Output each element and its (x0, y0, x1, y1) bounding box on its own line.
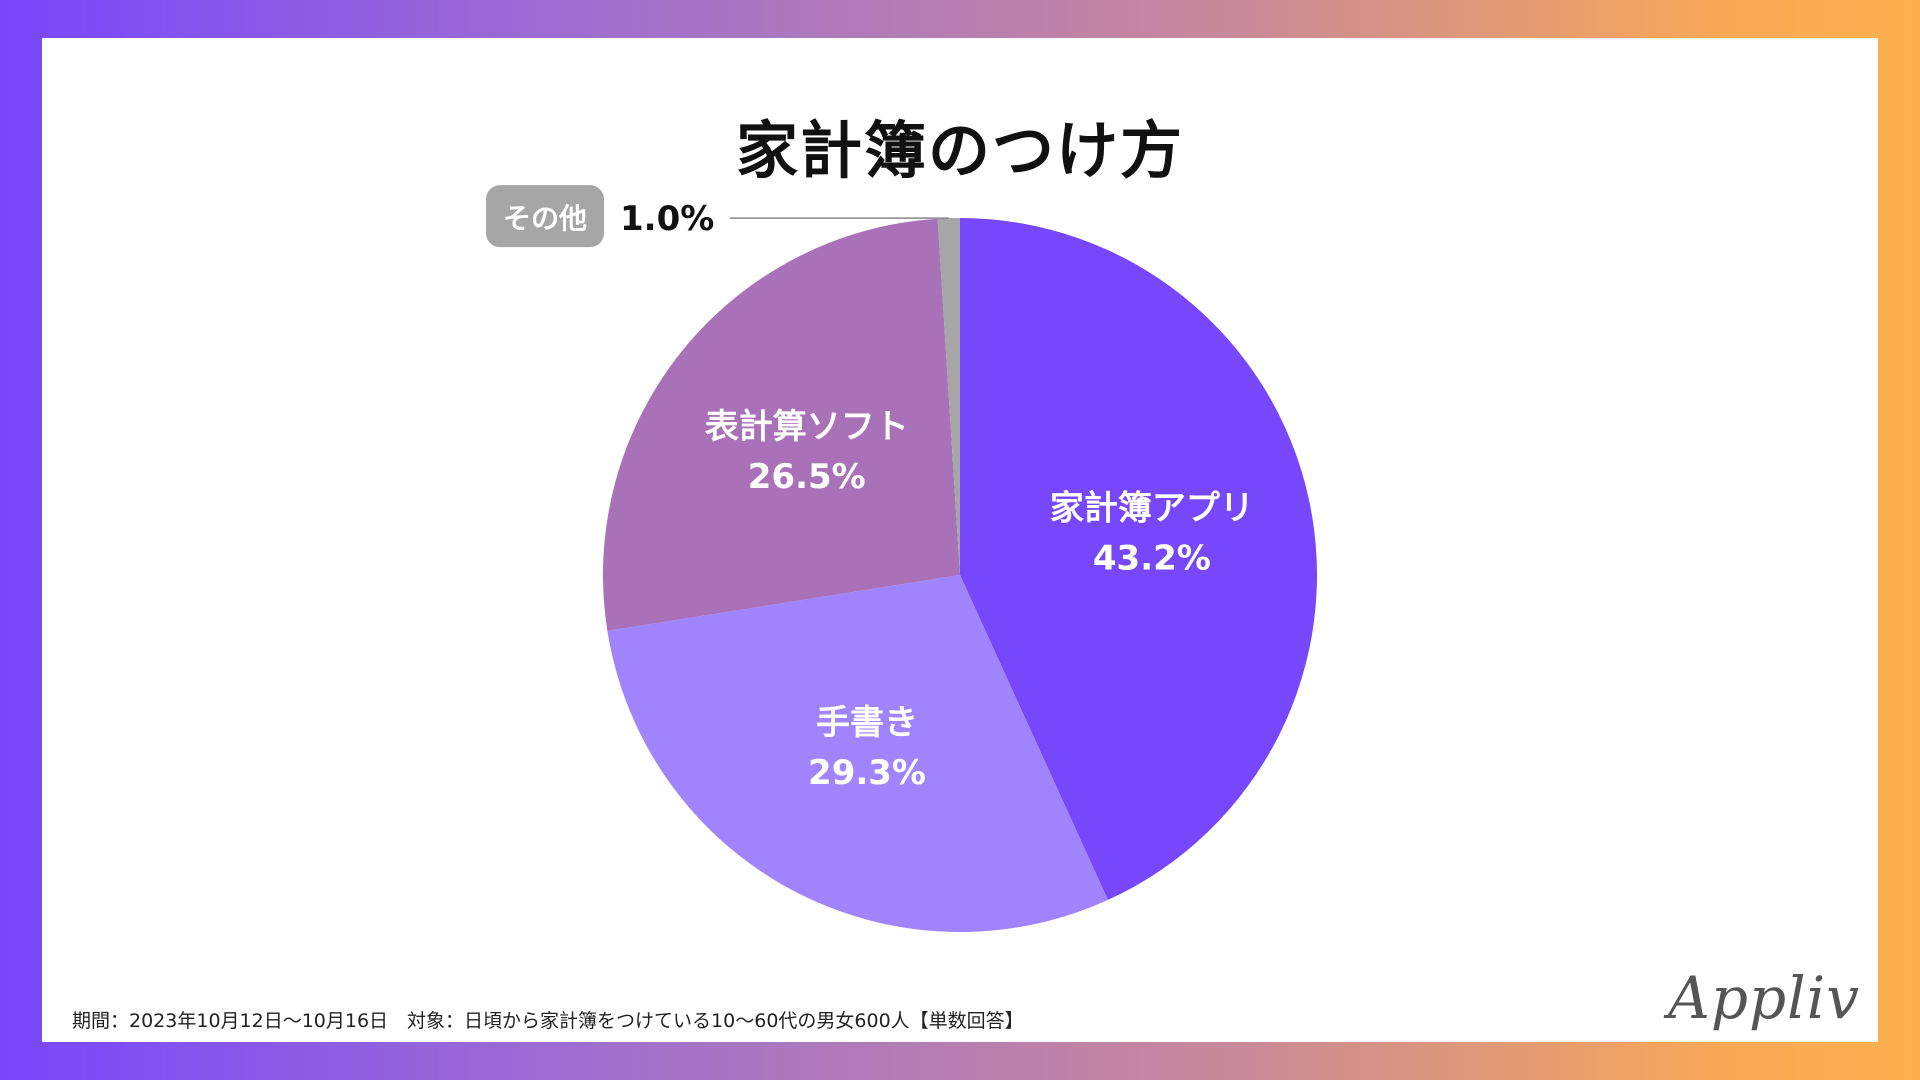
pie-chart: 家計簿アプリ 43.2% 手書き 29.3% 表計算ソフト 26.5% 1.0% その他 (486, 185, 1318, 933)
pie-slice-2 (607, 575, 1108, 933)
pie-slice-4 (937, 218, 960, 575)
slice-value-1: 43.2% (1093, 538, 1211, 578)
slice-label-2: 手書き (816, 703, 918, 743)
appliv-logo: Appliv (1667, 964, 1860, 1032)
slice-value-3: 26.5% (748, 457, 866, 497)
slice-label-1: 家計簿アプリ (1050, 488, 1254, 528)
slice-value-4: 1.0% (620, 199, 714, 239)
footnote: 期間：2023年10月12日〜10月16日 対象：日頃から家計簿をつけている10… (72, 1010, 1024, 1032)
chart-title: 家計簿のつけ方 (735, 114, 1184, 187)
slice-value-2: 29.3% (808, 753, 926, 793)
slice-label-3: 表計算ソフト (705, 407, 909, 447)
slice-label-4: その他 (503, 202, 587, 235)
pie-slice-1 (960, 218, 1318, 900)
callout-badge (486, 185, 604, 248)
pie-slice-3 (603, 218, 960, 631)
chart-card: 家計簿のつけ方 家計簿アプリ 43.2% 手書き 29.3% 表計算ソフト 26.5% 1.… (42, 38, 1878, 1042)
